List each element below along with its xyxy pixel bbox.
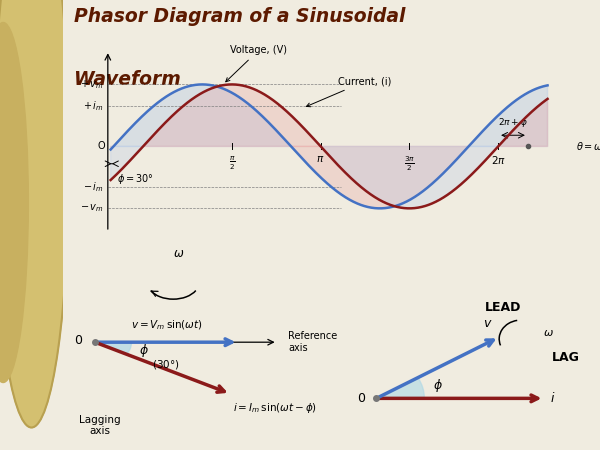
Text: $\omega$: $\omega$: [543, 328, 554, 338]
Text: $\pi$: $\pi$: [316, 154, 325, 164]
Text: O: O: [97, 141, 105, 151]
Text: $2\pi$: $2\pi$: [491, 154, 506, 166]
Text: $+\,v_m$: $+\,v_m$: [80, 78, 103, 91]
Text: LAG: LAG: [551, 351, 580, 364]
Text: v: v: [483, 316, 490, 329]
Text: Lagging
axis: Lagging axis: [79, 414, 121, 436]
Text: $i = I_m\,\sin(\omega t - \phi)$: $i = I_m\,\sin(\omega t - \phi)$: [233, 401, 317, 415]
Text: $2\pi+\phi$: $2\pi+\phi$: [498, 116, 528, 129]
Text: $\omega$: $\omega$: [173, 247, 184, 260]
Text: $-\,v_m$: $-\,v_m$: [80, 202, 103, 214]
Text: i: i: [551, 392, 554, 405]
Text: $\phi$: $\phi$: [433, 377, 443, 394]
Text: $(30°)$: $(30°)$: [152, 358, 180, 371]
Circle shape: [0, 22, 28, 382]
Text: $+\,i_m$: $+\,i_m$: [83, 99, 103, 113]
Text: Phasor Diagram of a Sinusoidal: Phasor Diagram of a Sinusoidal: [74, 7, 405, 26]
Text: $\theta = \omega t$: $\theta = \omega t$: [576, 140, 600, 153]
Text: Current, (i): Current, (i): [307, 76, 392, 107]
Wedge shape: [95, 342, 131, 354]
Text: $\phi = 30°$: $\phi = 30°$: [118, 172, 154, 186]
Text: LEAD: LEAD: [485, 302, 522, 315]
Text: $v = V_m\,\sin(\omega t)$: $v = V_m\,\sin(\omega t)$: [131, 318, 203, 332]
Text: $\frac{\pi}{2}$: $\frac{\pi}{2}$: [229, 154, 235, 171]
Text: Waveform: Waveform: [74, 70, 181, 89]
Text: $\phi$: $\phi$: [139, 342, 149, 359]
Circle shape: [0, 0, 70, 428]
Text: 0: 0: [358, 392, 365, 405]
Wedge shape: [376, 378, 424, 398]
Text: $\frac{3\pi}{2}$: $\frac{3\pi}{2}$: [404, 154, 415, 173]
Text: Reference
axis: Reference axis: [288, 331, 337, 353]
Text: $-\,i_m$: $-\,i_m$: [83, 180, 103, 194]
Text: 0: 0: [74, 334, 82, 347]
Text: Voltage, (V): Voltage, (V): [226, 45, 287, 82]
